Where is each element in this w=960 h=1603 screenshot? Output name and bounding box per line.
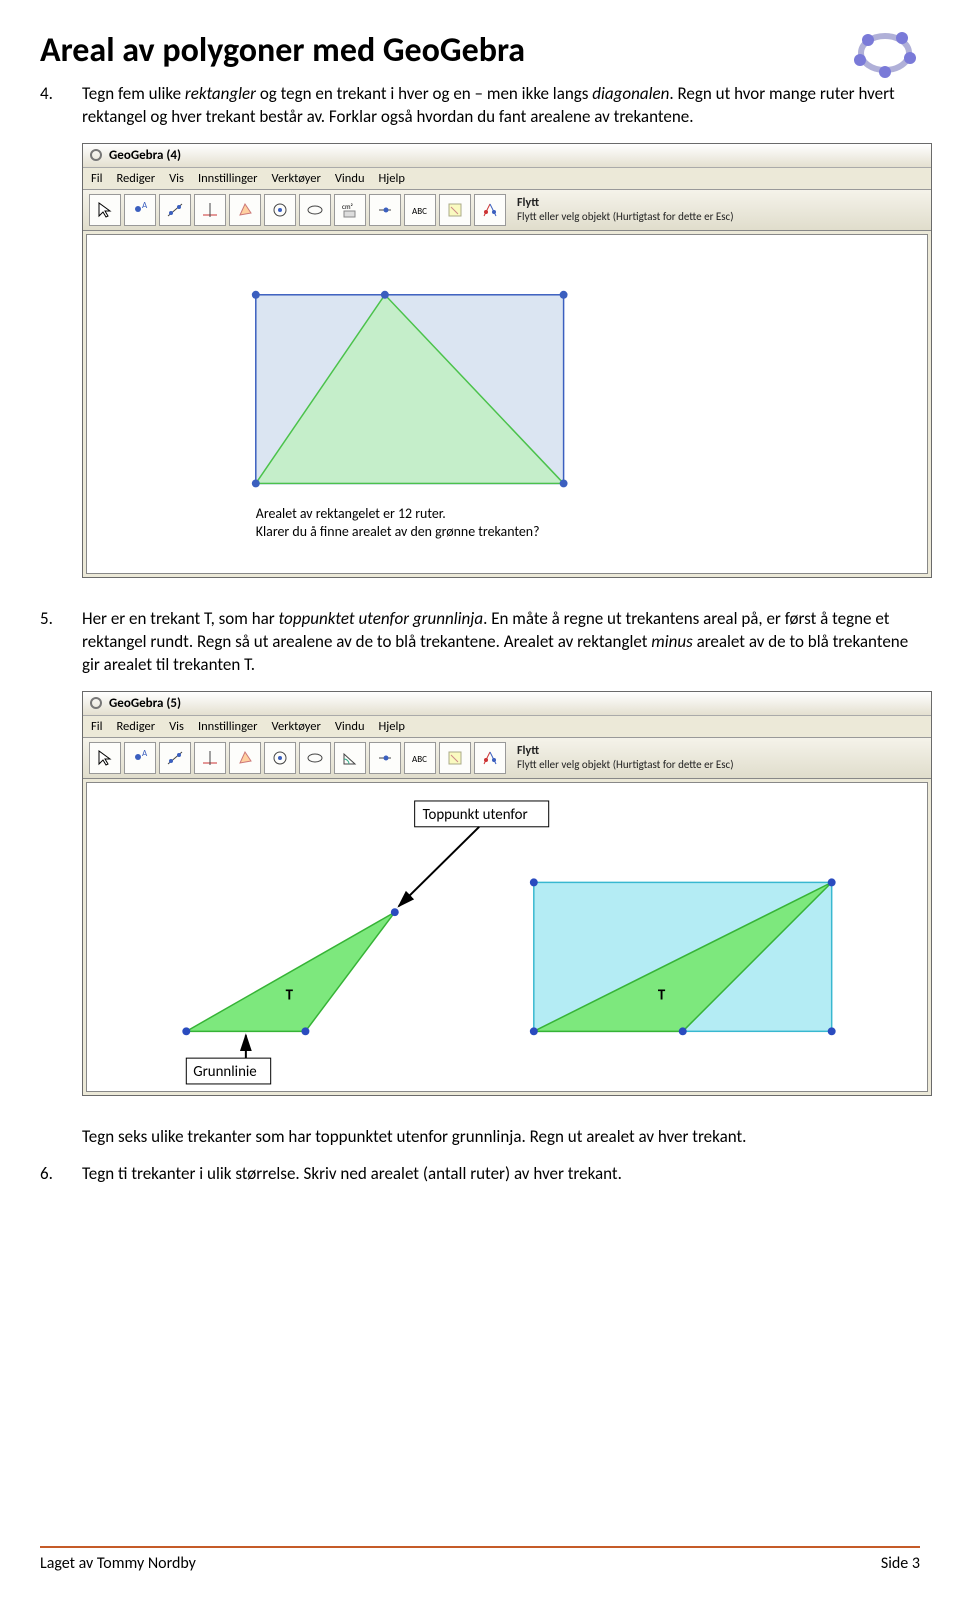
menu-hjelp[interactable]: Hjelp	[379, 719, 405, 734]
toolbar: A ABC FlyttFlytt eller velg objekt (Hurt…	[83, 738, 931, 779]
menu-vindu[interactable]: Vindu	[335, 719, 365, 734]
geogebra-window-5: GeoGebra (5) Fil Rediger Vis Innstilling…	[82, 691, 932, 1096]
menu-rediger[interactable]: Rediger	[116, 171, 155, 186]
tool-point[interactable]: A	[124, 742, 156, 774]
geogebra-logo-icon	[850, 20, 920, 82]
menu-fil[interactable]: Fil	[91, 171, 102, 186]
app-icon	[89, 696, 103, 710]
menu-vis[interactable]: Vis	[169, 171, 184, 186]
caption-2: Klarer du å finne arealet av den grønne …	[256, 523, 540, 540]
window-titlebar[interactable]: GeoGebra (4)	[83, 144, 931, 168]
tool-point[interactable]: A	[124, 194, 156, 226]
tool-text[interactable]: ABC	[404, 742, 436, 774]
tool-image[interactable]	[439, 194, 471, 226]
question-5: 5. Her er en trekant T, som har toppunkt…	[40, 608, 920, 677]
q5-number: 5.	[40, 608, 82, 677]
tool-hint: FlyttFlytt eller velg objekt (Hurtigtast…	[517, 196, 734, 224]
tool-line[interactable]	[159, 194, 191, 226]
tool-conic[interactable]	[299, 194, 331, 226]
menu-vindu[interactable]: Vindu	[335, 171, 365, 186]
footer-author: Laget av Tommy Nordby	[40, 1554, 196, 1573]
q6-number: 6.	[40, 1163, 82, 1186]
caption-1: Arealet av rektangelet er 12 ruter.	[256, 505, 446, 522]
tool-slider[interactable]	[369, 194, 401, 226]
tool-move[interactable]	[474, 742, 506, 774]
tool-perp[interactable]	[194, 742, 226, 774]
toolbar: A cm² ABC FlyttFlytt eller velg objekt (…	[83, 190, 931, 231]
q4-text: Tegn fem ulike rektangler og tegn en tre…	[82, 83, 920, 129]
window-title: GeoGebra (4)	[109, 148, 181, 163]
menu-hjelp[interactable]: Hjelp	[379, 171, 405, 186]
label-grunnlinie: Grunnlinie	[193, 1062, 256, 1080]
footer-page: Side 3	[881, 1554, 920, 1573]
menu-bar: Fil Rediger Vis Innstillinger Verktøyer …	[83, 716, 931, 738]
tool-line[interactable]	[159, 742, 191, 774]
tool-angle[interactable]: cm²	[334, 194, 366, 226]
label-T-left: T	[286, 985, 294, 1003]
question-5-tail: Tegn seks ulike trekanter som har toppun…	[40, 1126, 920, 1149]
svg-text:ABC: ABC	[412, 754, 427, 765]
tool-cursor[interactable]	[89, 194, 121, 226]
tool-move[interactable]	[474, 194, 506, 226]
svg-text:A: A	[142, 201, 148, 211]
tool-polygon[interactable]	[229, 742, 261, 774]
menu-fil[interactable]: Fil	[91, 719, 102, 734]
page-footer: Laget av Tommy Nordby Side 3	[40, 1546, 920, 1573]
menu-verktoyer[interactable]: Verktøyer	[271, 719, 320, 734]
question-4: 4. Tegn fem ulike rektangler og tegn en …	[40, 83, 920, 129]
tool-angle[interactable]	[334, 742, 366, 774]
tool-circle[interactable]	[264, 742, 296, 774]
canvas-4[interactable]: Arealet av rektangelet er 12 ruter. Klar…	[86, 234, 928, 574]
tool-cursor[interactable]	[89, 742, 121, 774]
tool-polygon[interactable]	[229, 194, 261, 226]
q5-text: Her er en trekant T, som har toppunktet …	[82, 608, 920, 677]
label-toppunkt: Toppunkt utenfor	[423, 805, 528, 823]
window-title: GeoGebra (5)	[109, 696, 181, 711]
svg-text:ABC: ABC	[412, 206, 427, 217]
menu-vis[interactable]: Vis	[169, 719, 184, 734]
tool-slider[interactable]	[369, 742, 401, 774]
geogebra-window-4: GeoGebra (4) Fil Rediger Vis Innstilling…	[82, 143, 932, 578]
menu-rediger[interactable]: Rediger	[116, 719, 155, 734]
canvas-5[interactable]: Toppunkt utenfor T T Grunnlinie	[86, 782, 928, 1092]
q6-text: Tegn ti trekanter i ulik størrelse. Skri…	[82, 1163, 622, 1186]
label-T-right: T	[658, 985, 666, 1003]
window-titlebar[interactable]: GeoGebra (5)	[83, 692, 931, 716]
svg-text:cm²: cm²	[342, 202, 354, 211]
menu-innstillinger[interactable]: Innstillinger	[198, 171, 258, 186]
tool-image[interactable]	[439, 742, 471, 774]
menu-innstillinger[interactable]: Innstillinger	[198, 719, 258, 734]
q5-tail-text: Tegn seks ulike trekanter som har toppun…	[82, 1126, 746, 1149]
tool-circle[interactable]	[264, 194, 296, 226]
page-header: Areal av polygoner med GeoGebra	[40, 30, 920, 71]
svg-text:A: A	[142, 749, 148, 759]
menu-verktoyer[interactable]: Verktøyer	[271, 171, 320, 186]
tool-conic[interactable]	[299, 742, 331, 774]
question-6: 6. Tegn ti trekanter i ulik størrelse. S…	[40, 1163, 920, 1186]
app-icon	[89, 148, 103, 162]
page-title: Areal av polygoner med GeoGebra	[40, 30, 920, 71]
tool-text[interactable]: ABC	[404, 194, 436, 226]
tool-perp[interactable]	[194, 194, 226, 226]
menu-bar: Fil Rediger Vis Innstillinger Verktøyer …	[83, 168, 931, 190]
q4-number: 4.	[40, 83, 82, 129]
tool-hint: FlyttFlytt eller velg objekt (Hurtigtast…	[517, 744, 734, 772]
